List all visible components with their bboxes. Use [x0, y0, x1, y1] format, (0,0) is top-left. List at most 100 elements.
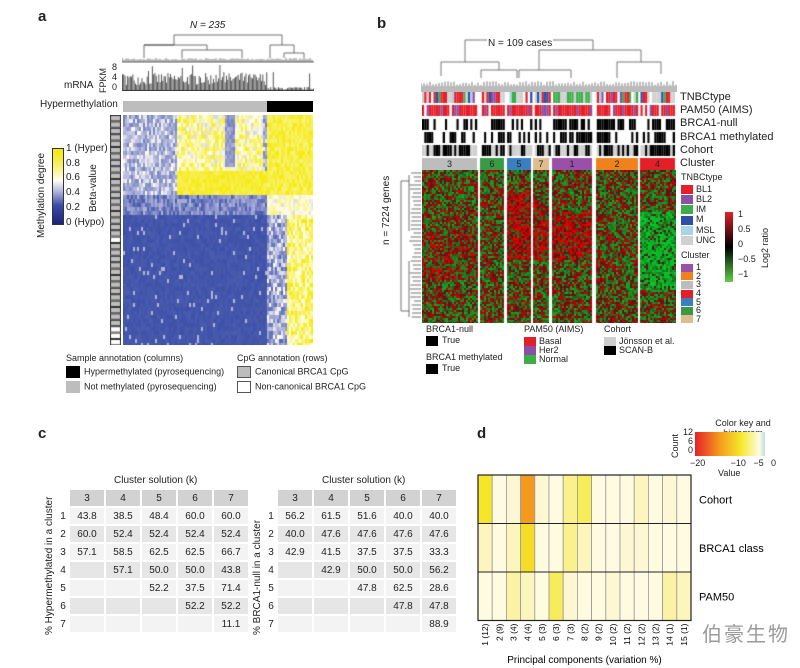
cluster-table: Cluster solution (k) 3 4 5 6 7 1 56.2 61.5 51.6 40…	[252, 475, 458, 635]
heatmap-column-label: 14 (1)	[665, 623, 675, 645]
table-cell: 52.2	[214, 598, 248, 614]
hypermethylation-not-bar	[123, 101, 267, 112]
table-row: 1 43.8 38.5 48.4 60.0 60.0	[58, 508, 248, 524]
heatmap-cell	[548, 523, 564, 573]
cluster-label: 4	[654, 159, 660, 169]
heatmap-cell	[562, 571, 578, 621]
heatmap-cell	[633, 474, 649, 524]
row-label: 1	[268, 510, 274, 522]
row-label: 6	[268, 600, 274, 612]
fpkm-tick: 0	[112, 82, 118, 92]
mrna-label: mRNA	[64, 80, 94, 91]
table-cell	[278, 580, 312, 596]
heatmap-cell	[676, 571, 692, 621]
heatmap-cell	[534, 523, 550, 573]
legend-item: 1	[681, 263, 710, 272]
color-key-bar	[695, 432, 765, 456]
table-cell: 37.5	[386, 544, 420, 560]
legend-title: Sample annotation (columns)	[66, 353, 184, 363]
legend-item: M	[681, 214, 723, 225]
legend-item: Jönsson et al.	[604, 337, 675, 347]
table-cell: 52.4	[214, 526, 248, 542]
legend-swatch	[426, 363, 438, 374]
sample-annotation-legend: Sample annotation (columns) Hypermethyla…	[66, 353, 224, 393]
methylation-colorbar-ticks: 1 (Hyper) 0.8 0.6 0.4 0.2 0 (Hypo)	[66, 142, 108, 230]
heatmap-column-label: 4 (4)	[523, 623, 533, 641]
legend-swatch	[681, 289, 693, 298]
heatmap-cell	[548, 571, 564, 621]
table-cell: 40.0	[422, 508, 456, 524]
table-cell: 42.9	[278, 544, 312, 560]
heatmap-cell	[619, 571, 635, 621]
table-cell	[142, 598, 176, 614]
table-cell	[70, 598, 104, 614]
table-cell	[178, 616, 212, 632]
heatmap-cell	[591, 474, 607, 524]
heatmap-cell	[662, 571, 678, 621]
heatmap-cell	[605, 474, 621, 524]
track-label: BRCA1-null	[680, 117, 738, 130]
heatmap-cell	[520, 474, 536, 524]
colorbar-tick: 0.6	[66, 172, 80, 184]
column-header: 7	[214, 490, 248, 506]
legend-item: Normal	[524, 354, 583, 365]
legend-label: True	[442, 363, 461, 373]
table-cell	[278, 598, 312, 614]
table-cell: 50.0	[178, 562, 212, 578]
fpkm-tick: 4	[112, 72, 118, 82]
legend-label: BL1	[696, 184, 713, 194]
table-cell: 47.6	[314, 526, 348, 542]
heatmap-cell	[619, 523, 635, 573]
table-cell	[278, 562, 312, 578]
table-cell: 71.4	[214, 580, 248, 596]
table-row: 2 40.0 47.6 47.6 47.6 47.6	[266, 526, 456, 542]
row-label: 4	[268, 564, 274, 576]
column-header: 5	[142, 490, 176, 506]
table-cell: 37.5	[178, 580, 212, 596]
table-row: 4 42.9 50.0 50.0 56.2	[266, 562, 456, 578]
legend-swatch	[66, 381, 80, 393]
table-cell: 52.4	[178, 526, 212, 542]
heatmap-cell	[491, 571, 507, 621]
table-cell: 50.0	[386, 562, 420, 578]
legend-label: Normal	[539, 354, 569, 365]
table-cell	[350, 616, 384, 632]
table-row: 3 42.9 41.5 37.5 37.5 33.3	[266, 544, 456, 560]
legend-swatch	[524, 346, 536, 356]
cluster-table: Cluster solution (k) 3 4 5 6 7 1 43.8 38.5 48.4 60…	[44, 475, 250, 635]
heatmap-column-label: 2 (9)	[494, 623, 504, 641]
heatmap-column-label: 6 (3)	[551, 623, 561, 641]
value-tick: −5	[753, 458, 764, 468]
genes-label: n = 7224 genes	[381, 175, 392, 245]
row-label: 7	[60, 618, 66, 630]
heatmap-cell	[662, 474, 678, 524]
legend-label: Basal	[539, 336, 562, 346]
table-cell: 58.5	[106, 544, 140, 560]
table-cell: 40.0	[386, 508, 420, 524]
heatmap-column-label: 11 (2)	[622, 623, 632, 645]
legend-label: Non-canonical BRCA1 CpG	[255, 381, 367, 392]
legend-item: 6	[681, 306, 710, 315]
legend-swatch	[604, 337, 616, 347]
table-cell	[106, 616, 140, 632]
methylation-colorbar	[52, 148, 64, 225]
count-tick: 12	[683, 427, 694, 437]
panel-a-n-label: N = 235	[190, 20, 226, 31]
legend-label: SCAN-B	[619, 345, 654, 356]
legend-item: UNC	[681, 235, 723, 245]
table-cell	[106, 580, 140, 596]
value-tick: −20	[690, 458, 706, 468]
row-label: 5	[268, 582, 274, 594]
legend-swatch	[237, 381, 251, 393]
legend-label: 3	[696, 279, 702, 290]
table-cell	[314, 598, 348, 614]
heatmap-cell	[577, 523, 593, 573]
table-cell: 48.4	[142, 508, 176, 524]
track-label: Cohort	[680, 143, 714, 156]
legend-label: Not methylated (pyrosequencing)	[84, 381, 217, 392]
table-cell: 62.5	[142, 544, 176, 560]
value-tick: 0	[770, 458, 776, 468]
table-cell: 51.6	[350, 508, 384, 524]
